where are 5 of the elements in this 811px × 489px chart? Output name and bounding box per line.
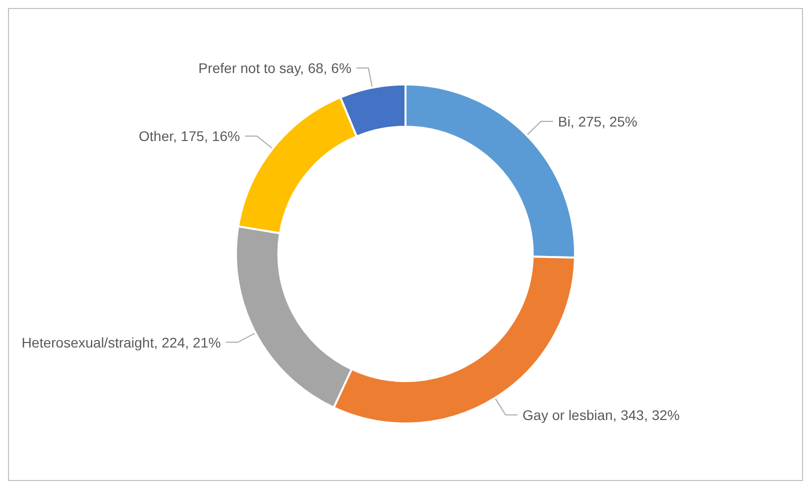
slice-label: Other, 175, 16% — [138, 128, 240, 144]
slice-label: Prefer not to say, 68, 6% — [198, 60, 352, 76]
slice-label: Bi, 275, 25% — [558, 113, 638, 130]
slice-label: Gay or lesbian, 343, 32% — [522, 406, 680, 423]
slice-label: Heterosexual/straight, 224, 21% — [22, 334, 221, 350]
